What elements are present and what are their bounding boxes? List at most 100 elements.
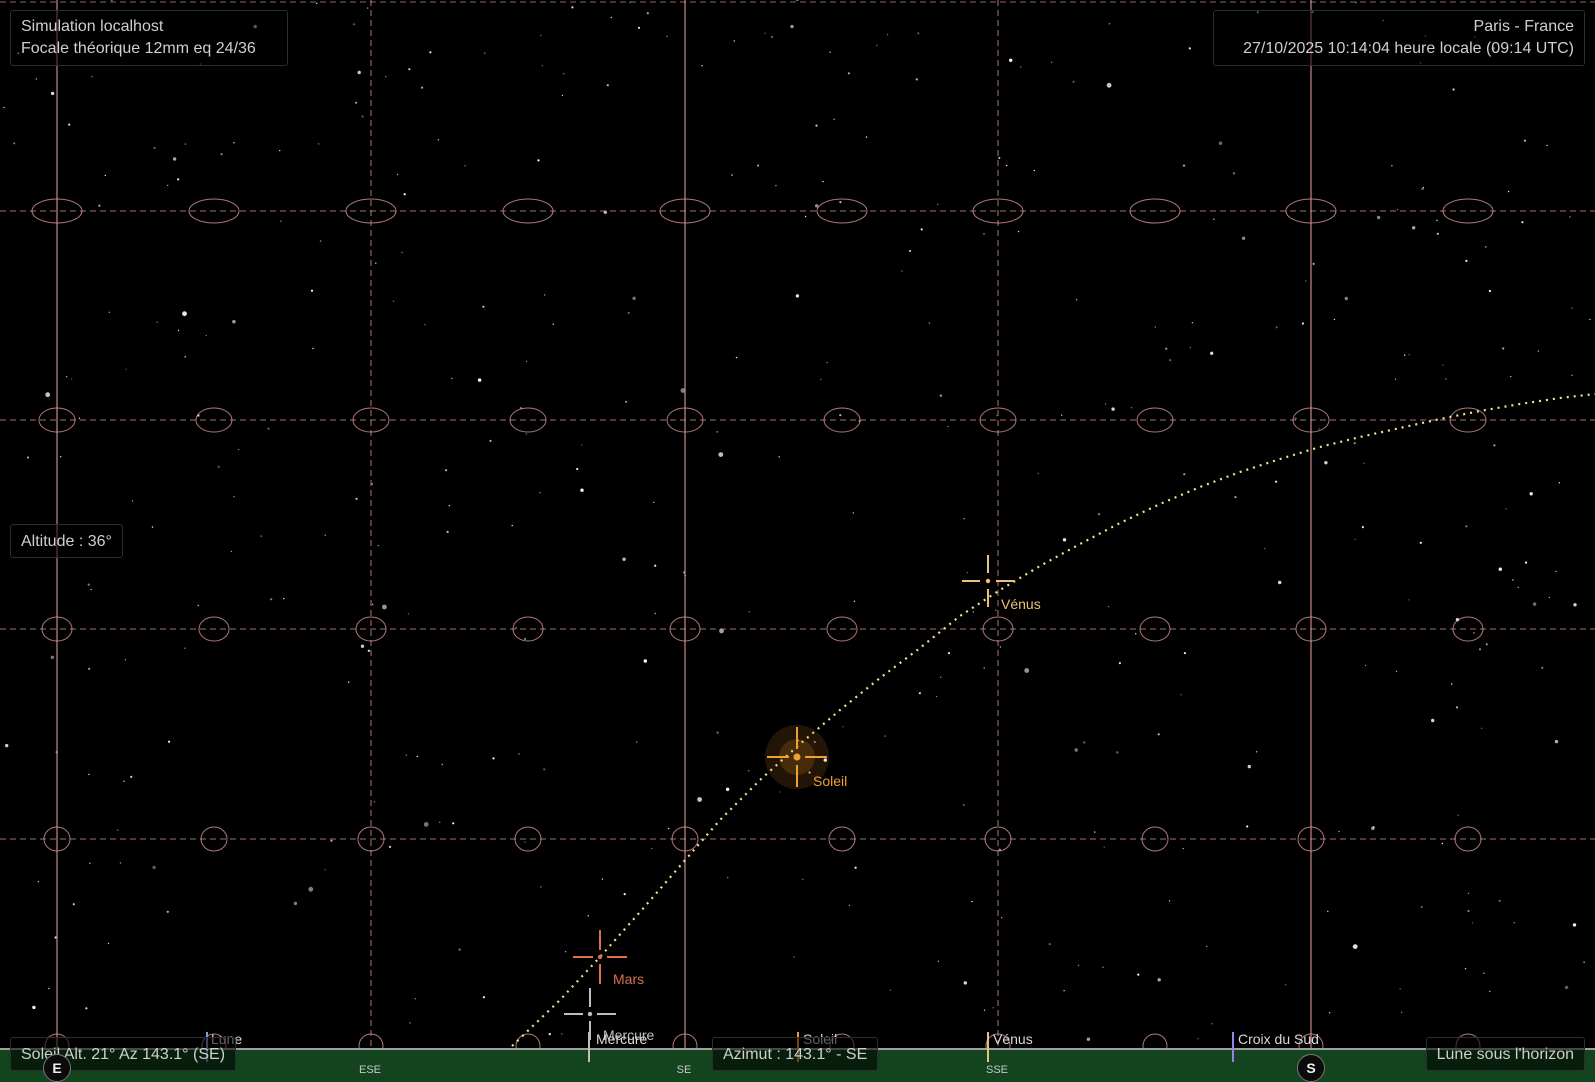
star	[995, 609, 997, 611]
star	[151, 526, 154, 528]
grid-node-ellipse	[195, 407, 233, 433]
star	[581, 444, 583, 446]
star	[1408, 354, 1410, 356]
star	[477, 378, 482, 382]
star	[414, 998, 416, 1000]
star	[123, 780, 125, 782]
star	[1284, 984, 1287, 986]
star	[451, 377, 453, 380]
star	[839, 201, 842, 204]
star	[1247, 764, 1252, 769]
star	[815, 204, 819, 208]
star	[1107, 605, 1110, 608]
grid-node-ellipse	[1295, 616, 1327, 642]
star	[32, 1005, 36, 1010]
planet-marker[interactable]: Mars	[573, 930, 644, 987]
focal-label: Focale théorique 12mm eq 24/36	[21, 40, 256, 57]
star	[654, 612, 656, 615]
star	[918, 692, 922, 695]
star	[156, 321, 158, 323]
star	[511, 524, 513, 527]
star	[606, 84, 609, 87]
star	[1352, 944, 1358, 949]
star	[876, 44, 878, 47]
star	[483, 52, 486, 54]
star	[1135, 633, 1137, 635]
planet-dot	[985, 578, 991, 584]
star	[361, 115, 364, 118]
star	[441, 763, 443, 766]
star	[1106, 82, 1112, 88]
star	[1328, 1012, 1331, 1014]
star	[561, 94, 564, 97]
grid-node-ellipse	[502, 198, 554, 224]
star	[107, 942, 110, 945]
star	[853, 600, 856, 602]
star	[966, 571, 969, 574]
star	[1324, 461, 1328, 465]
compass-cardinal-s[interactable]: S	[1297, 1054, 1325, 1082]
grid-node-ellipse	[984, 826, 1012, 852]
star	[716, 431, 718, 433]
star	[972, 611, 974, 613]
datetime-label: 27/10/2025 10:14:04 heure locale (09:14 …	[1243, 40, 1574, 57]
star	[1157, 978, 1161, 982]
horizon-label-venus[interactable]: Vénus	[993, 1031, 1033, 1047]
star	[48, 987, 50, 990]
star	[279, 149, 281, 152]
star	[1218, 141, 1223, 145]
star	[407, 613, 410, 615]
star	[999, 646, 1002, 648]
star	[166, 910, 169, 913]
star	[1361, 526, 1364, 529]
star	[1094, 831, 1096, 833]
star	[940, 676, 942, 678]
star	[267, 427, 270, 430]
planet-marker[interactable]: Mercure	[564, 988, 655, 1043]
star	[26, 456, 30, 459]
star	[636, 741, 638, 743]
star	[1521, 221, 1524, 224]
star	[71, 378, 73, 380]
star	[928, 322, 931, 324]
star	[548, 1033, 551, 1036]
planet-dot	[793, 753, 801, 761]
planet-marker[interactable]: Soleil	[767, 727, 847, 789]
planet-marker[interactable]: Vénus	[962, 555, 1041, 612]
star	[1493, 444, 1496, 447]
star	[182, 311, 187, 317]
star	[524, 637, 527, 641]
star	[1451, 683, 1453, 685]
horizon-label-mercure[interactable]: Mercure	[596, 1031, 648, 1047]
grid-node-ellipse	[352, 407, 390, 433]
star	[152, 865, 156, 870]
sun-status-panel: Soleil Alt. 21° Az 143.1° (SE)	[10, 1037, 237, 1071]
star	[1436, 219, 1438, 221]
compass-cardinal-e[interactable]: E	[43, 1054, 71, 1082]
star	[1191, 322, 1194, 324]
star	[464, 165, 466, 167]
star	[324, 534, 326, 536]
star	[735, 356, 738, 359]
star	[1189, 346, 1192, 349]
star	[1278, 580, 1282, 585]
star	[983, 1009, 986, 1011]
horizon-label-croix-du-sud[interactable]: Croix du Sud	[1238, 1031, 1319, 1047]
simulation-info-panel: Simulation localhost Focale théorique 12…	[10, 10, 288, 66]
star	[1498, 567, 1503, 571]
star	[233, 142, 235, 144]
star	[543, 294, 546, 296]
star	[293, 901, 298, 906]
star	[1404, 354, 1406, 356]
grid-node-ellipse	[1442, 198, 1494, 224]
star	[730, 174, 734, 177]
compass-sse: SSE	[985, 1064, 1009, 1076]
star	[1441, 842, 1444, 845]
star	[90, 588, 92, 591]
star	[637, 26, 641, 29]
compass-se: SE	[676, 1064, 692, 1076]
star	[1502, 347, 1505, 350]
star	[1512, 579, 1514, 581]
star	[283, 597, 285, 600]
